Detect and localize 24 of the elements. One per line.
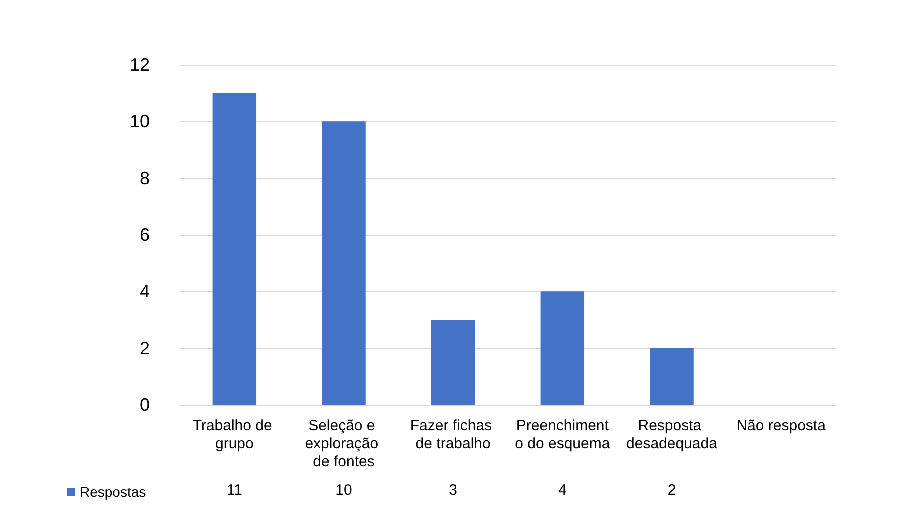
x-tick-label: Não resposta xyxy=(736,418,827,434)
data-label: 11 xyxy=(226,482,242,499)
y-tick-label: 4 xyxy=(140,282,150,302)
y-tick-label: 2 xyxy=(140,338,150,358)
data-label: 10 xyxy=(336,482,352,499)
data-label: 3 xyxy=(449,482,458,499)
data-label: 4 xyxy=(558,482,567,499)
x-tick-label: Resposta desadequada xyxy=(626,418,718,452)
x-tick-label: Fazer fichas de trabalho xyxy=(410,418,496,452)
y-tick-label: 8 xyxy=(140,168,150,188)
bar xyxy=(431,320,476,405)
y-tick-label: 6 xyxy=(140,225,150,245)
bar xyxy=(540,292,585,405)
legend-label: Respostas xyxy=(80,484,146,500)
bar xyxy=(650,348,694,405)
x-tick-label: Preenchimento do esquema xyxy=(515,418,611,452)
bar xyxy=(322,122,366,405)
y-tick-label: 0 xyxy=(140,395,150,415)
x-tick-label: Trabalho de grupo xyxy=(192,418,277,452)
bar xyxy=(212,93,257,405)
y-tick-label: 10 xyxy=(130,112,150,132)
y-tick-label: 12 xyxy=(130,55,150,75)
x-tick-label: Seleção e exploração de fontes xyxy=(305,418,383,470)
data-label: 2 xyxy=(668,482,676,499)
